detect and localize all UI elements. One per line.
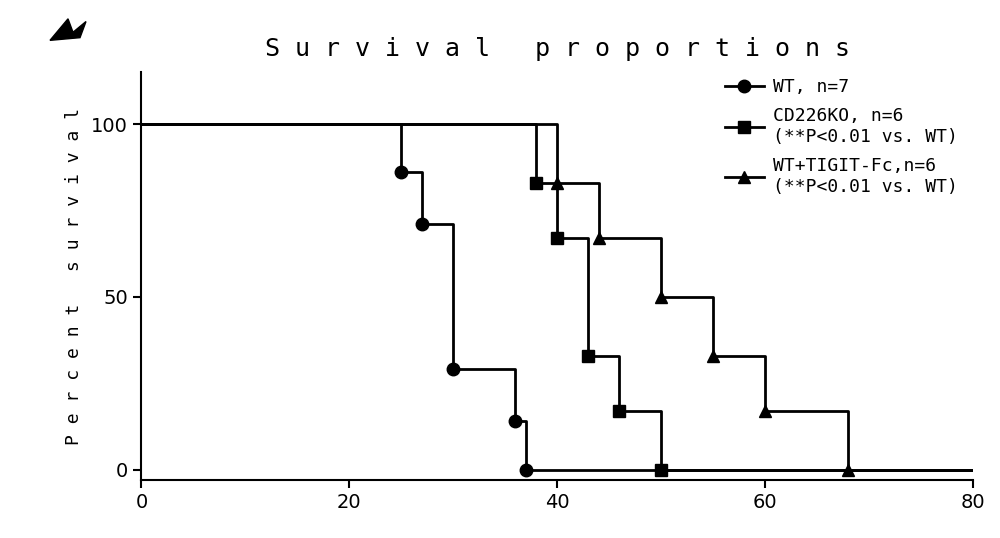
- Legend: WT, n=7, CD226KO, n=6
(**P<0.01 vs. WT), WT+TIGIT-Fc,n=6
(**P<0.01 vs. WT): WT, n=7, CD226KO, n=6 (**P<0.01 vs. WT),…: [719, 73, 964, 201]
- Title: S u r v i v a l   p r o p o r t i o n s: S u r v i v a l p r o p o r t i o n s: [265, 37, 850, 60]
- Y-axis label: P e r c e n t   s u r v i v a l: P e r c e n t s u r v i v a l: [65, 108, 83, 445]
